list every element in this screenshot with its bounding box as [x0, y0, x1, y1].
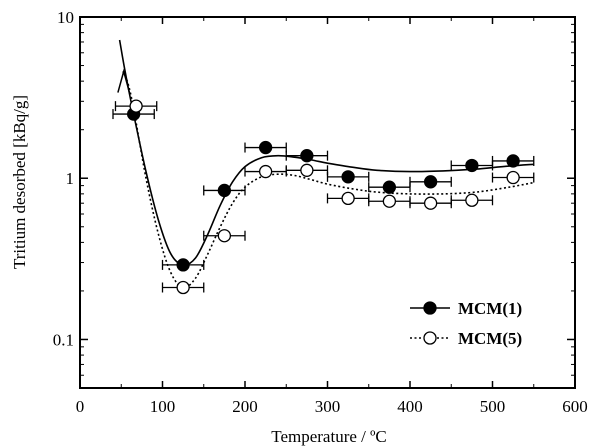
x-tick-label: 500	[480, 397, 506, 416]
data-point-MCM(5)	[466, 194, 478, 206]
x-tick-label: 400	[397, 397, 423, 416]
data-point-MCM(1)	[260, 142, 272, 154]
fit-curve-1	[120, 40, 534, 265]
x-tick-label: 200	[232, 397, 258, 416]
x-tick-label: 300	[315, 397, 341, 416]
data-point-MCM(5)	[260, 166, 272, 178]
data-point-MCM(5)	[425, 197, 437, 209]
data-point-MCM(5)	[301, 164, 313, 176]
legend-marker-1	[424, 302, 436, 314]
legend-label-2: MCM(5)	[458, 329, 522, 348]
data-point-MCM(5)	[130, 100, 142, 112]
data-point-MCM(5)	[383, 195, 395, 207]
data-point-MCM(1)	[425, 176, 437, 188]
x-tick-label: 100	[150, 397, 176, 416]
x-axis-label: Temperature / ºC	[271, 427, 386, 446]
y-axis-label: Tritium desorbed [kBq/g]	[10, 95, 29, 269]
data-point-MCM(1)	[177, 259, 189, 271]
data-point-MCM(1)	[383, 181, 395, 193]
data-point-MCM(5)	[342, 192, 354, 204]
data-point-MCM(1)	[342, 171, 354, 183]
data-points	[128, 100, 520, 293]
data-point-MCM(1)	[507, 155, 519, 167]
legend-marker-2	[424, 332, 436, 344]
data-point-MCM(1)	[218, 184, 230, 196]
data-point-MCM(1)	[466, 159, 478, 171]
data-point-MCM(5)	[507, 172, 519, 184]
data-point-MCM(1)	[301, 150, 313, 162]
data-point-MCM(5)	[177, 282, 189, 294]
x-tick-label: 0	[76, 397, 85, 416]
legend: MCM(1) MCM(5)	[410, 299, 522, 348]
legend-label-1: MCM(1)	[458, 299, 522, 318]
fit-curve-2	[123, 71, 534, 287]
tick-labels: 0 100 200 300 400 500 600 0.1 1 10	[53, 8, 588, 416]
y-tick-label: 0.1	[53, 330, 74, 349]
data-point-MCM(5)	[218, 230, 230, 242]
y-tick-label: 1	[66, 169, 75, 188]
y-tick-label: 10	[57, 8, 74, 27]
x-tick-label: 600	[562, 397, 588, 416]
